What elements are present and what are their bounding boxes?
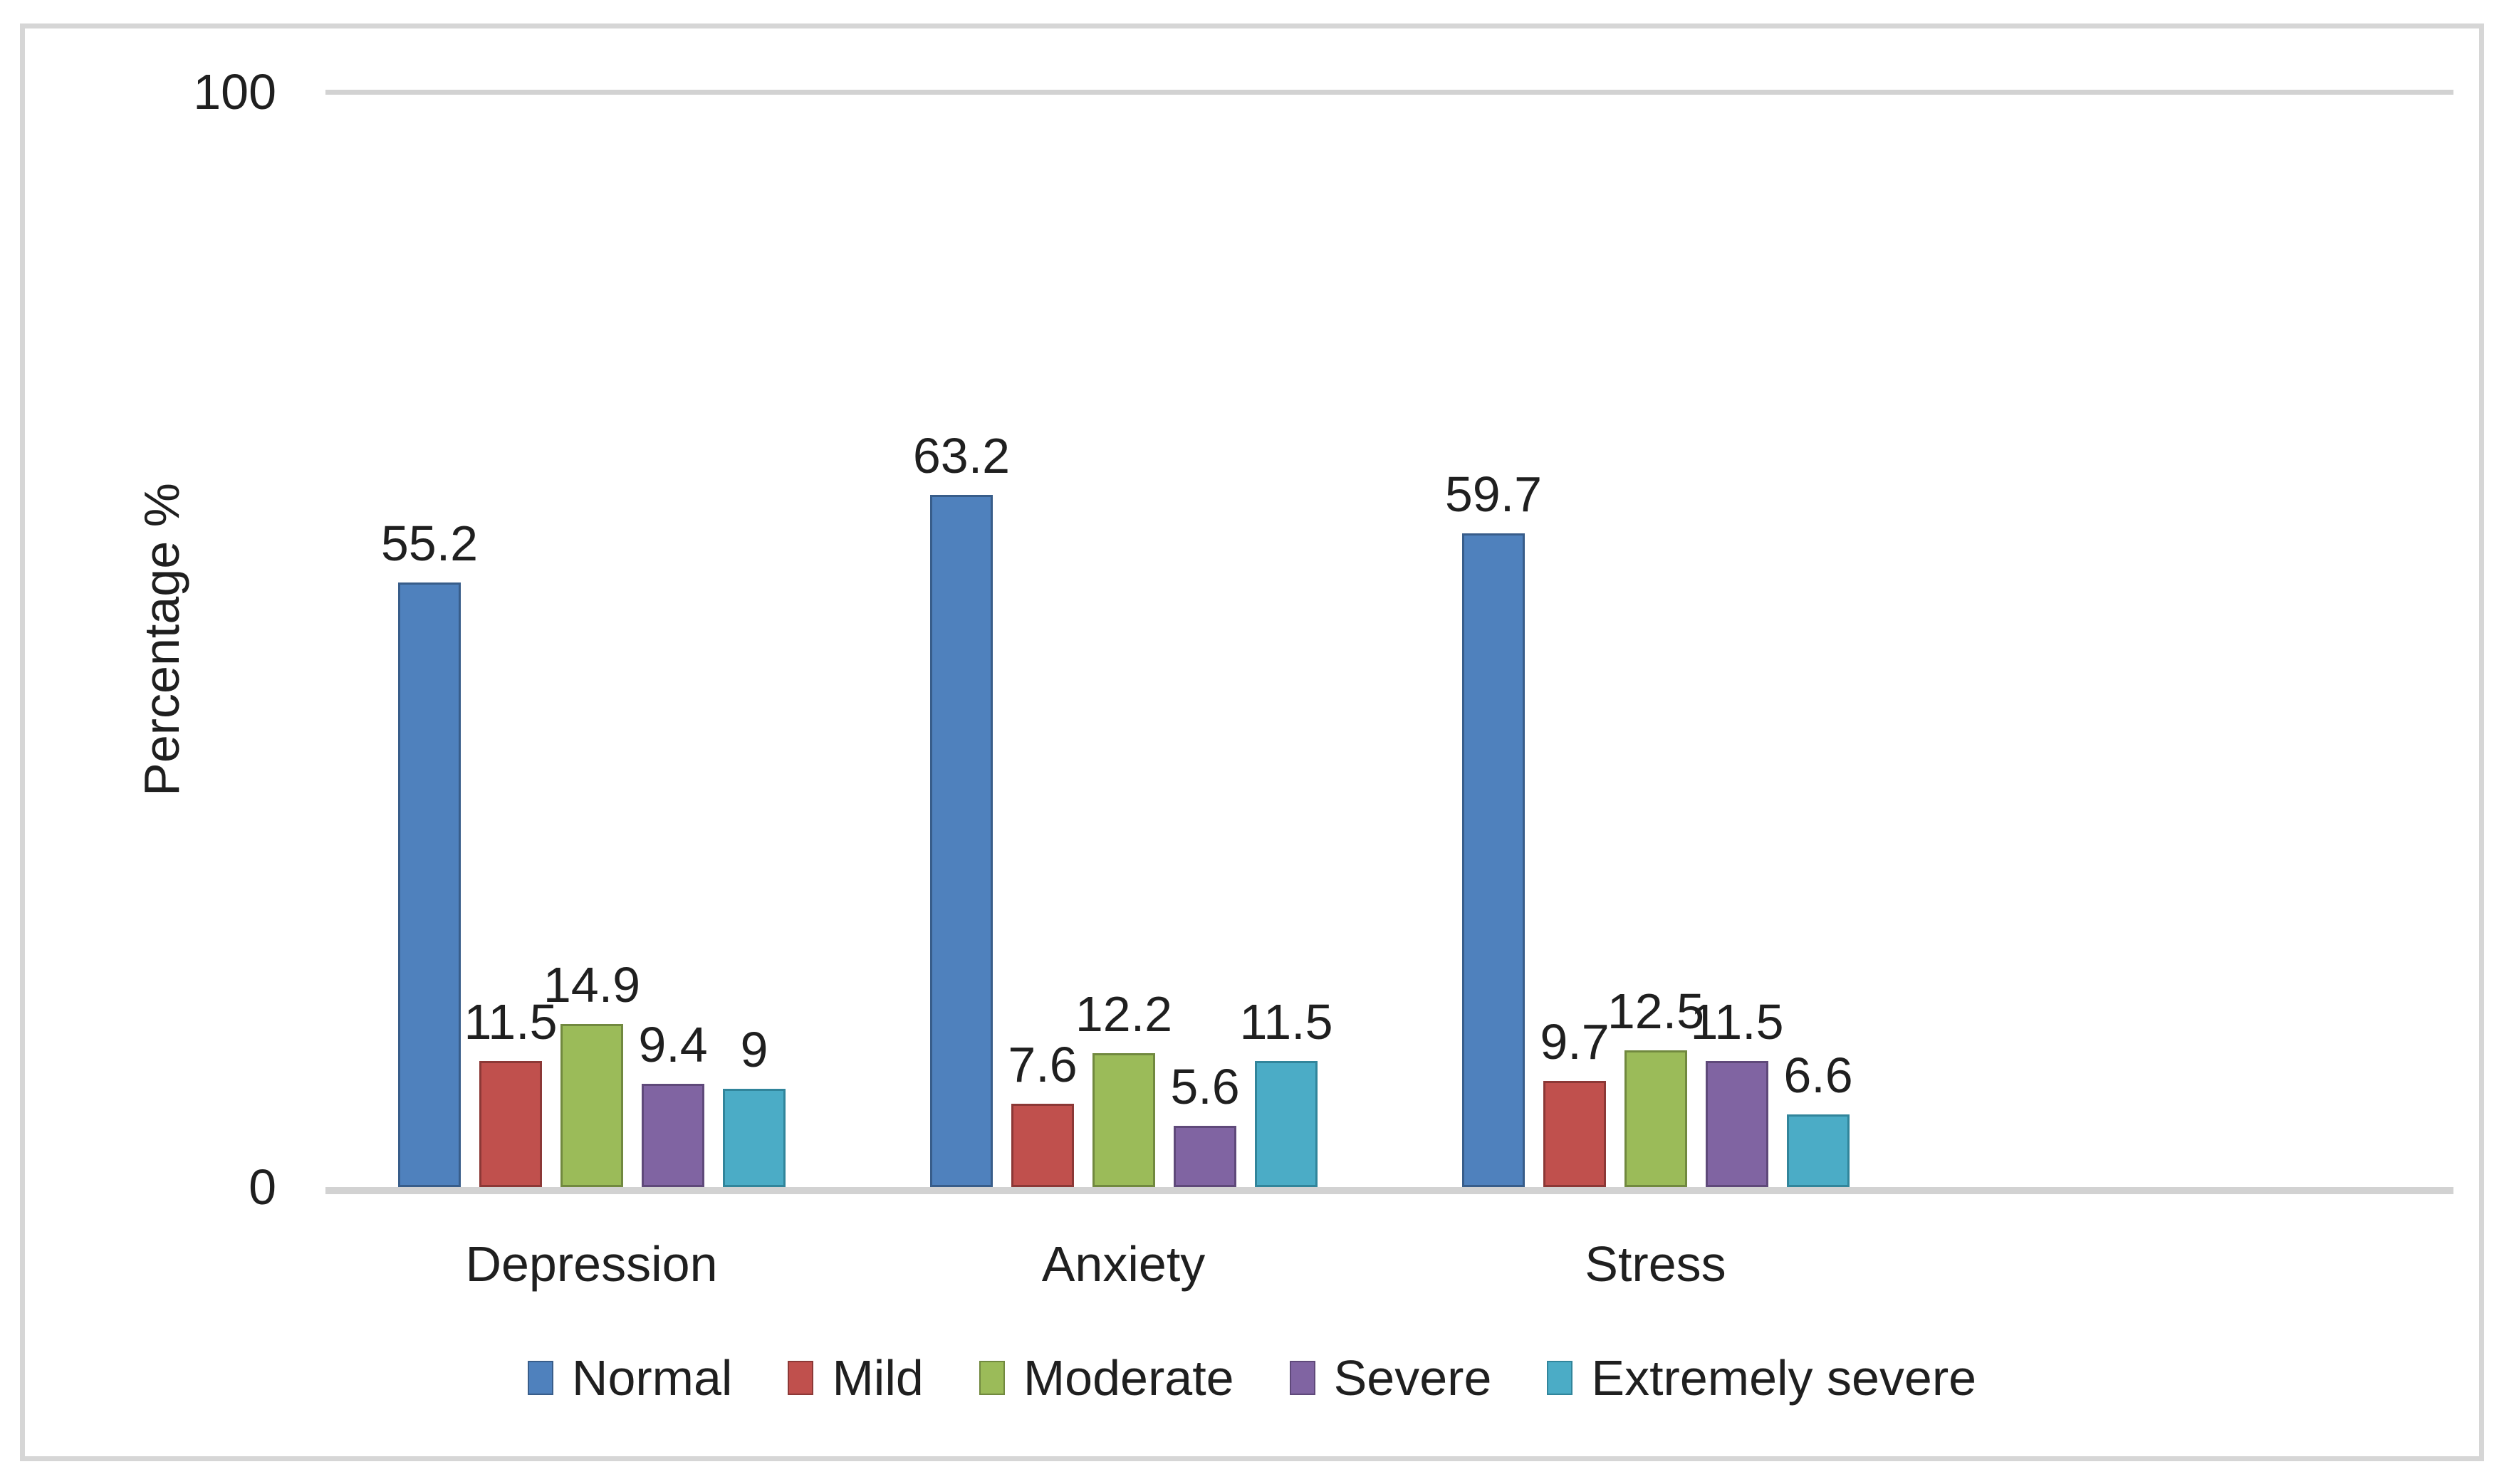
value-label-extremely-severe-depression: 9 <box>740 1022 768 1077</box>
bar-severe-depression <box>642 1084 704 1187</box>
bar-moderate-anxiety <box>1092 1053 1155 1187</box>
bar-extremely-severe-anxiety <box>1255 1061 1318 1187</box>
value-label-severe-anxiety: 5.6 <box>1170 1059 1240 1114</box>
bar-extremely-severe-stress <box>1787 1114 1850 1187</box>
value-label-extremely-severe-stress: 6.6 <box>1783 1047 1853 1103</box>
value-label-normal-stress: 59.7 <box>1444 466 1543 522</box>
category-label-anxiety: Anxiety <box>1041 1236 1206 1292</box>
category-label-stress: Stress <box>1585 1236 1726 1292</box>
legend-label-moderate: Moderate <box>1023 1350 1234 1406</box>
value-label-extremely-severe-anxiety: 11.5 <box>1239 994 1333 1050</box>
legend-marker-extremely-severe-icon <box>1547 1361 1573 1395</box>
value-label-mild-depression: 11.5 <box>464 994 558 1050</box>
bar-mild-anxiety <box>1011 1104 1074 1187</box>
bar-severe-stress <box>1706 1061 1768 1187</box>
bar-moderate-stress <box>1624 1050 1687 1187</box>
legend-label-normal: Normal <box>571 1350 733 1406</box>
category-label-depression: Depression <box>465 1236 718 1292</box>
bar-normal-stress <box>1462 533 1525 1187</box>
bar-mild-stress <box>1543 1081 1606 1187</box>
y-axis-title: Percentage % <box>134 483 189 796</box>
y-tick-0: 0 <box>249 1159 276 1215</box>
value-label-normal-anxiety: 63.2 <box>912 428 1011 484</box>
legend-label-mild: Mild <box>832 1350 924 1406</box>
value-label-normal-depression: 55.2 <box>380 516 479 571</box>
legend-marker-normal-icon <box>527 1361 553 1395</box>
bar-severe-anxiety <box>1174 1126 1236 1187</box>
legend-item-extremely-severe: Extremely severe <box>1547 1349 1976 1406</box>
y-tick-100: 100 <box>193 64 276 120</box>
legend-marker-mild-icon <box>788 1361 814 1395</box>
value-label-moderate-depression: 14.9 <box>543 957 641 1013</box>
value-label-mild-stress: 9.7 <box>1540 1014 1610 1070</box>
legend-label-extremely-severe: Extremely severe <box>1591 1350 1977 1406</box>
legend-label-severe: Severe <box>1333 1350 1492 1406</box>
gridline-100 <box>325 90 2453 95</box>
bar-normal-anxiety <box>930 495 993 1187</box>
legend-item-moderate: Moderate <box>979 1349 1234 1406</box>
value-label-severe-stress: 11.5 <box>1690 994 1784 1050</box>
legend: Normal Mild Moderate Severe Extremely severe <box>20 1348 2484 1408</box>
bar-moderate-depression <box>560 1024 623 1187</box>
value-label-moderate-anxiety: 12.2 <box>1075 986 1173 1042</box>
legend-marker-severe-icon <box>1289 1361 1315 1395</box>
value-label-moderate-stress: 12.5 <box>1607 983 1705 1039</box>
value-label-severe-depression: 9.4 <box>638 1017 708 1072</box>
bar-normal-depression <box>398 582 461 1187</box>
x-axis-line <box>325 1187 2453 1194</box>
legend-item-mild: Mild <box>788 1349 924 1406</box>
legend-marker-moderate-icon <box>979 1361 1005 1395</box>
legend-item-normal: Normal <box>527 1349 733 1406</box>
value-label-mild-anxiety: 7.6 <box>1008 1037 1078 1092</box>
bar-mild-depression <box>479 1061 542 1187</box>
legend-item-severe: Severe <box>1289 1349 1492 1406</box>
bar-extremely-severe-depression <box>723 1089 786 1187</box>
